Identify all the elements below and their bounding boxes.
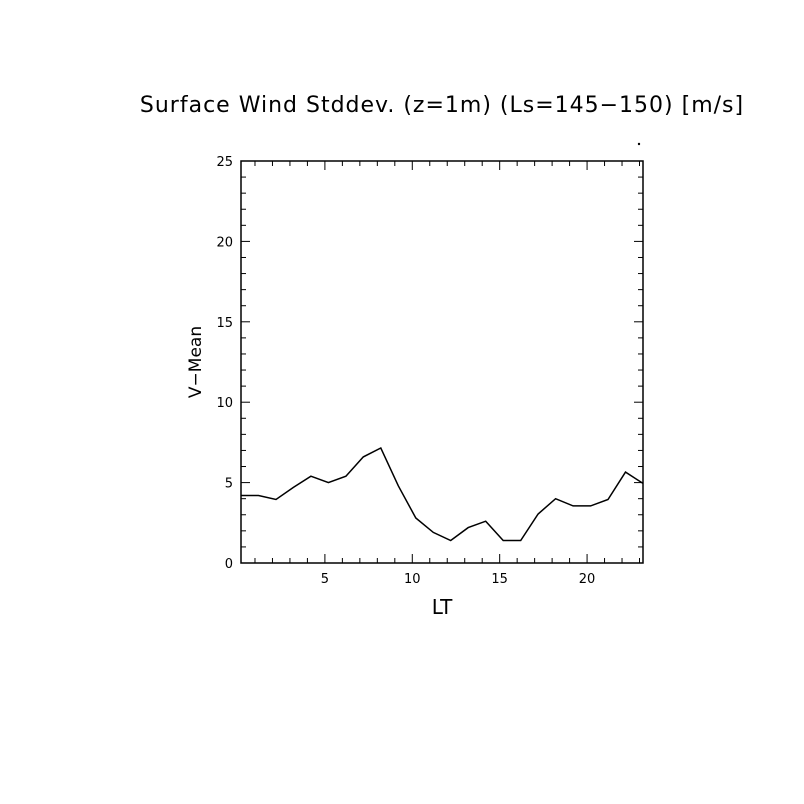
axis-ticks bbox=[241, 161, 643, 563]
y-tick-label: 0 bbox=[225, 557, 233, 572]
series-line bbox=[241, 446, 644, 542]
x-axis-label: LT bbox=[432, 595, 453, 619]
y-tick-label: 10 bbox=[216, 396, 233, 411]
y-tick-label: 25 bbox=[216, 155, 233, 170]
y-tick-label: 5 bbox=[225, 477, 233, 492]
x-tick-label: 5 bbox=[321, 572, 329, 587]
x-tick-label: 20 bbox=[579, 572, 596, 587]
y-tick-label: 15 bbox=[216, 316, 233, 331]
plot-frame bbox=[240, 160, 644, 564]
axis-tick-labels: 5 10 15 20 0 5 10 15 20 25 bbox=[216, 155, 595, 587]
corner-dot bbox=[637, 142, 641, 146]
y-axis-label: V−Mean bbox=[186, 326, 206, 398]
chart-title: Surface Wind Stddev. (z=1m) (Ls=145−150)… bbox=[140, 93, 744, 118]
x-tick-label: 15 bbox=[491, 572, 508, 587]
y-tick-label: 20 bbox=[216, 235, 233, 250]
x-tick-label: 10 bbox=[404, 572, 421, 587]
